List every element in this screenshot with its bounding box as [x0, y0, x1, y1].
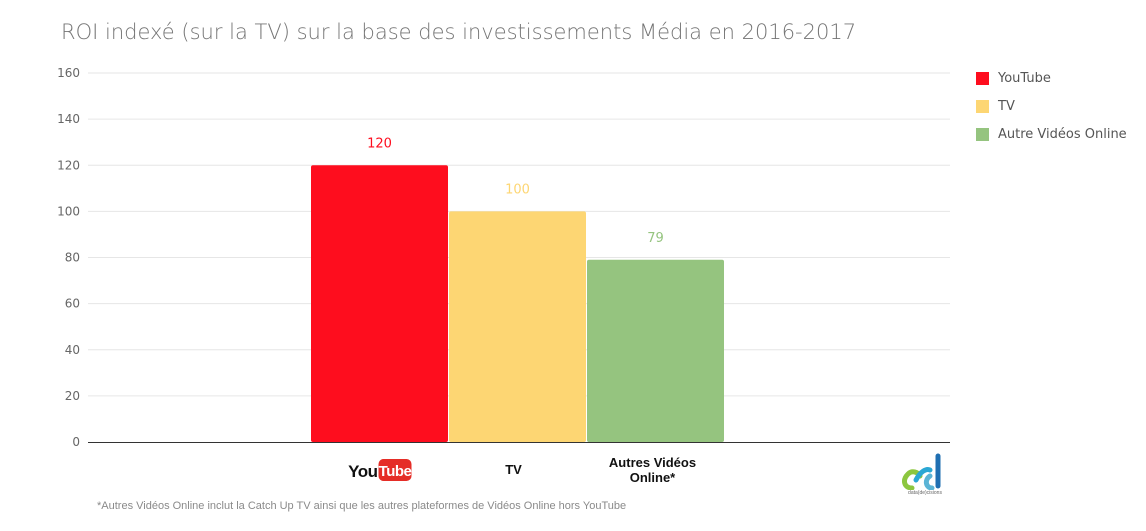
y-tick-label-0: 0: [72, 435, 80, 449]
legend-swatch-youtube: [976, 71, 989, 85]
x-category-label-tv: TV: [505, 462, 522, 477]
logo-text: data(de)cisions: [908, 490, 942, 496]
legend-swatch-tv: [976, 99, 989, 113]
logo-mark: [902, 453, 941, 491]
data-label-tv: 100: [505, 182, 530, 197]
legend-item-autre-videos-online[interactable]: Autre Vidéos Online: [976, 120, 1127, 148]
legend-label-tv: TV: [998, 98, 1015, 114]
bar-youtube: [311, 165, 448, 442]
legend: YouTube TV Autre Vidéos Online: [976, 64, 1127, 148]
x-category-label-autres-videos-line1: Autres Vidéos: [609, 455, 696, 470]
y-tick-label-100: 100: [57, 204, 80, 218]
x-category-label-autres-videos-line2: Online*: [630, 470, 676, 485]
y-tick-label-60: 60: [65, 297, 80, 311]
chart-title: ROI indexé (sur la TV) sur la base des i…: [61, 20, 857, 44]
y-tick-label-160: 160: [57, 66, 80, 80]
youtube-logo-you: You: [348, 462, 377, 481]
footnote: *Autres Vidéos Online inclut la Catch Up…: [97, 500, 627, 512]
data-decisions-logo-icon: data(de)cisions: [900, 450, 950, 498]
bar-autres-videos-online: [587, 259, 724, 442]
y-tick-label-40: 40: [65, 343, 80, 357]
bar-tv: [449, 211, 586, 442]
y-tick-label-140: 140: [57, 112, 80, 126]
legend-label-autre-videos-online: Autre Vidéos Online: [998, 126, 1127, 142]
legend-swatch-autre-videos-online: [976, 127, 989, 141]
youtube-logo-box: [378, 459, 412, 481]
y-tick-label-80: 80: [65, 251, 80, 265]
legend-label-youtube: YouTube: [998, 70, 1051, 86]
youtube-logo-tube: Tube: [379, 463, 412, 480]
legend-item-youtube[interactable]: YouTube: [976, 64, 1127, 92]
legend-item-tv[interactable]: TV: [976, 92, 1127, 120]
data-label-youtube: 120: [367, 136, 392, 151]
data-label-autres-videos-online: 79: [647, 231, 664, 246]
y-tick-label-120: 120: [57, 158, 80, 172]
y-tick-label-20: 20: [65, 389, 80, 403]
youtube-logo-icon: You Tube: [348, 459, 412, 481]
